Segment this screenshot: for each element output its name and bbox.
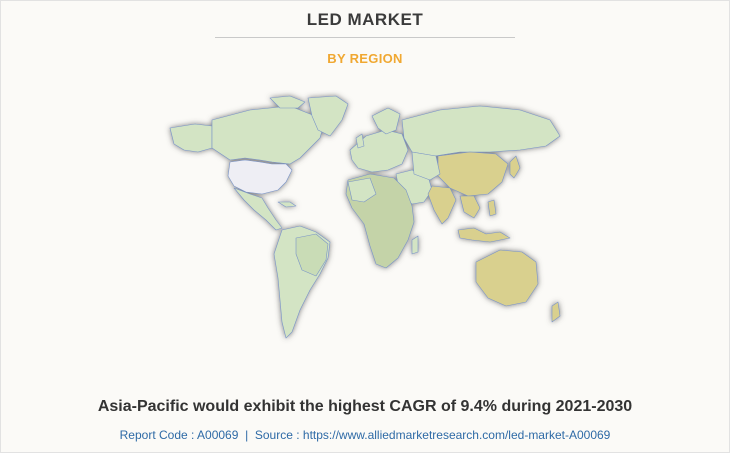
title-divider [215, 37, 515, 38]
brazil-region [295, 233, 329, 277]
usa-region [227, 159, 293, 195]
alaska-region [169, 123, 213, 153]
japan-region [509, 155, 521, 179]
indonesia-region [457, 227, 511, 243]
page-subtitle: BY REGION [327, 51, 403, 66]
footer-separator-space-2 [248, 428, 255, 442]
central-asia-region [411, 151, 441, 181]
europe-region [349, 129, 409, 173]
uk-region [355, 133, 365, 149]
southeast-asia-region [459, 195, 481, 219]
page-title: LED MARKET [306, 10, 424, 29]
west-africa-region [347, 177, 377, 203]
mexico-region [233, 187, 283, 231]
scandinavia-region [371, 107, 401, 135]
philippines-region [487, 199, 497, 217]
report-code: Report Code : A00069 [119, 428, 239, 442]
greenland-region [307, 95, 349, 137]
caribbean-islands [277, 201, 297, 208]
footer-separator: | [245, 428, 249, 442]
source-footer: Report Code : A00069 | Source : https://… [0, 428, 730, 442]
china-region [437, 151, 509, 197]
russia-region [401, 105, 561, 157]
madagascar-island [411, 235, 419, 255]
key-finding-headline: Asia-Pacific would exhibit the highest C… [97, 398, 633, 415]
world-map [169, 95, 561, 339]
arctic-islands [269, 95, 306, 109]
source-link[interactable]: Source : https://www.alliedmarketresearc… [254, 428, 611, 442]
india-region [427, 185, 457, 225]
australia-region [475, 249, 539, 307]
new-zealand-region [551, 301, 561, 323]
canada-region [211, 105, 326, 165]
